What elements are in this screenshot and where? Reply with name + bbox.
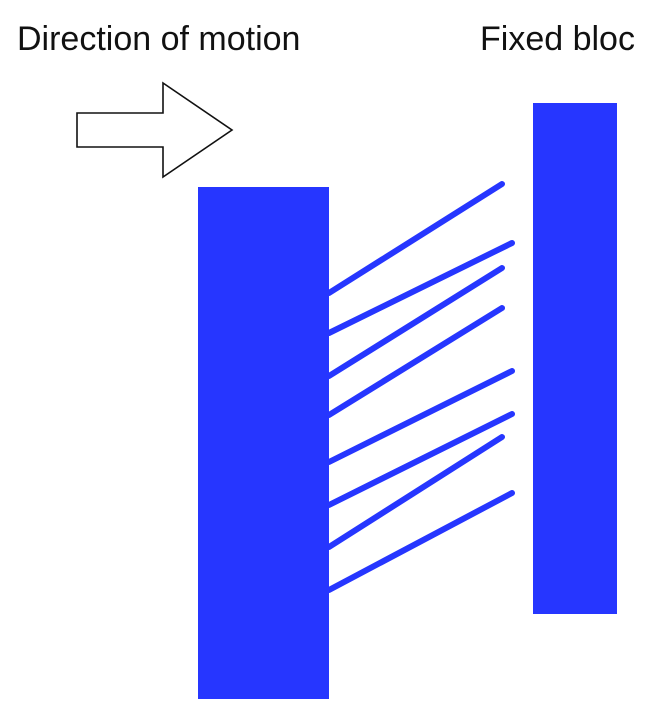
fiber-6 — [326, 411, 515, 508]
fixed-block-label: Fixed bloc — [480, 20, 635, 58]
fiber-3 — [326, 265, 505, 379]
fiber-1 — [326, 181, 505, 296]
fibers — [326, 181, 515, 593]
fiber-2 — [326, 240, 515, 336]
direction-arrow-icon — [76, 81, 234, 179]
fiber-8 — [326, 490, 515, 593]
fiber-4 — [326, 305, 505, 418]
fiber-5 — [326, 368, 515, 465]
direction-of-motion-label: Direction of motion — [17, 20, 301, 58]
fixed-block — [533, 103, 617, 614]
fiber-7 — [326, 434, 505, 550]
moving-block — [198, 187, 329, 699]
